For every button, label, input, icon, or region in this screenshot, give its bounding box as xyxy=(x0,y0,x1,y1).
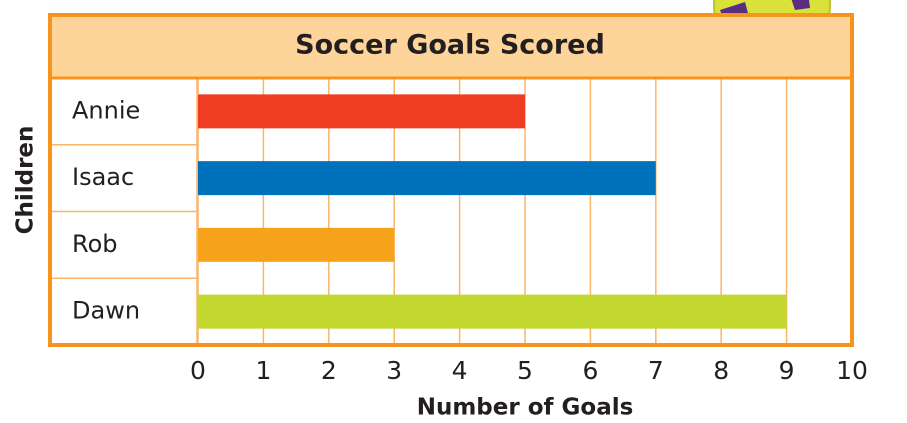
x-tick-label: 8 xyxy=(713,356,729,385)
x-tick-label: 10 xyxy=(836,356,868,385)
x-tick-label: 4 xyxy=(452,356,468,385)
rows xyxy=(50,144,198,279)
y-tick-label: Annie xyxy=(72,96,140,124)
x-tick-label: 6 xyxy=(582,356,598,385)
x-tick-label: 1 xyxy=(255,356,271,385)
y-tick-label: Dawn xyxy=(72,297,140,325)
bar xyxy=(198,227,395,262)
x-tick-label: 5 xyxy=(517,356,533,385)
bar xyxy=(198,161,656,196)
x-tick-label: 0 xyxy=(190,356,206,385)
x-tick-label: 3 xyxy=(386,356,402,385)
bar xyxy=(198,94,525,129)
title-band xyxy=(50,15,852,78)
chart-title: Soccer Goals Scored xyxy=(295,30,605,61)
x-axis-label: Number of Goals xyxy=(417,395,634,421)
x-tick-label: 9 xyxy=(779,356,795,385)
frame xyxy=(48,13,854,347)
bar xyxy=(198,294,787,329)
y-tick-label: Rob xyxy=(72,230,118,258)
x-tick-label: 7 xyxy=(648,356,664,385)
x-tick-label: 2 xyxy=(321,356,337,385)
y-tick-label: Isaac xyxy=(72,163,134,191)
y-axis-label: Children xyxy=(13,126,39,235)
